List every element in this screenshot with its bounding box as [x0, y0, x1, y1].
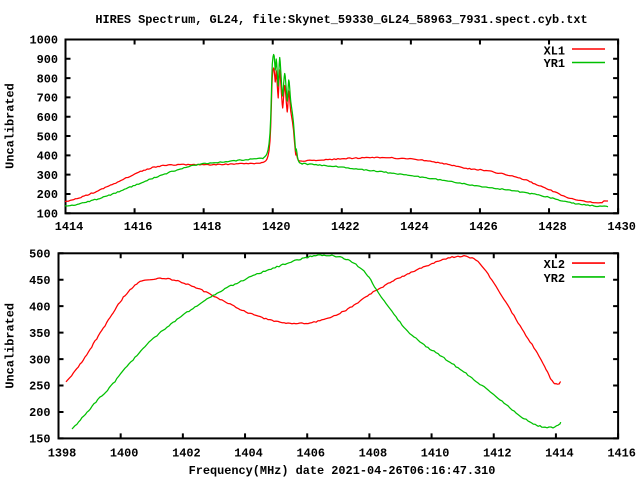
- svg-text:1402: 1402: [172, 446, 201, 460]
- svg-text:500: 500: [37, 130, 58, 144]
- svg-text:1418: 1418: [193, 220, 222, 234]
- svg-text:900: 900: [37, 53, 58, 67]
- svg-text:1400: 1400: [110, 446, 139, 460]
- svg-text:1424: 1424: [400, 220, 429, 234]
- svg-text:Uncalibrated: Uncalibrated: [4, 83, 18, 169]
- svg-text:1406: 1406: [296, 446, 325, 460]
- svg-text:400: 400: [37, 150, 58, 164]
- svg-text:1416: 1416: [607, 446, 636, 460]
- svg-text:1420: 1420: [262, 220, 291, 234]
- svg-text:1414: 1414: [545, 446, 574, 460]
- svg-text:1426: 1426: [469, 220, 498, 234]
- svg-text:150: 150: [29, 433, 50, 447]
- svg-text:1416: 1416: [124, 220, 153, 234]
- svg-text:YR1: YR1: [544, 57, 565, 71]
- svg-text:300: 300: [29, 353, 50, 367]
- svg-text:500: 500: [29, 248, 50, 262]
- svg-text:1412: 1412: [483, 446, 512, 460]
- svg-text:800: 800: [37, 72, 58, 86]
- svg-text:200: 200: [29, 406, 50, 420]
- svg-text:1414: 1414: [55, 220, 84, 234]
- svg-text:HIRES Spectrum, GL24, file:Sky: HIRES Spectrum, GL24, file:Skynet_59330_…: [95, 13, 587, 27]
- svg-text:YR2: YR2: [544, 272, 565, 286]
- svg-text:350: 350: [29, 327, 50, 341]
- svg-text:XL2: XL2: [544, 258, 565, 272]
- svg-text:1410: 1410: [421, 446, 450, 460]
- svg-text:400: 400: [29, 300, 50, 314]
- svg-text:1422: 1422: [331, 220, 360, 234]
- svg-text:1428: 1428: [538, 220, 567, 234]
- svg-text:Frequency(MHz) date 2021-04-26: Frequency(MHz) date 2021-04-26T06:16:47.…: [189, 464, 496, 478]
- svg-text:1000: 1000: [29, 34, 58, 48]
- svg-text:1430: 1430: [607, 220, 636, 234]
- svg-text:XL1: XL1: [544, 44, 565, 58]
- svg-text:250: 250: [29, 380, 50, 394]
- svg-text:100: 100: [37, 208, 58, 222]
- svg-text:200: 200: [37, 188, 58, 202]
- svg-text:700: 700: [37, 92, 58, 106]
- svg-text:450: 450: [29, 274, 50, 288]
- svg-text:1398: 1398: [48, 446, 77, 460]
- svg-text:1408: 1408: [359, 446, 388, 460]
- svg-text:Uncalibrated: Uncalibrated: [4, 303, 18, 389]
- svg-text:1404: 1404: [234, 446, 263, 460]
- svg-text:600: 600: [37, 111, 58, 125]
- svg-text:300: 300: [37, 169, 58, 183]
